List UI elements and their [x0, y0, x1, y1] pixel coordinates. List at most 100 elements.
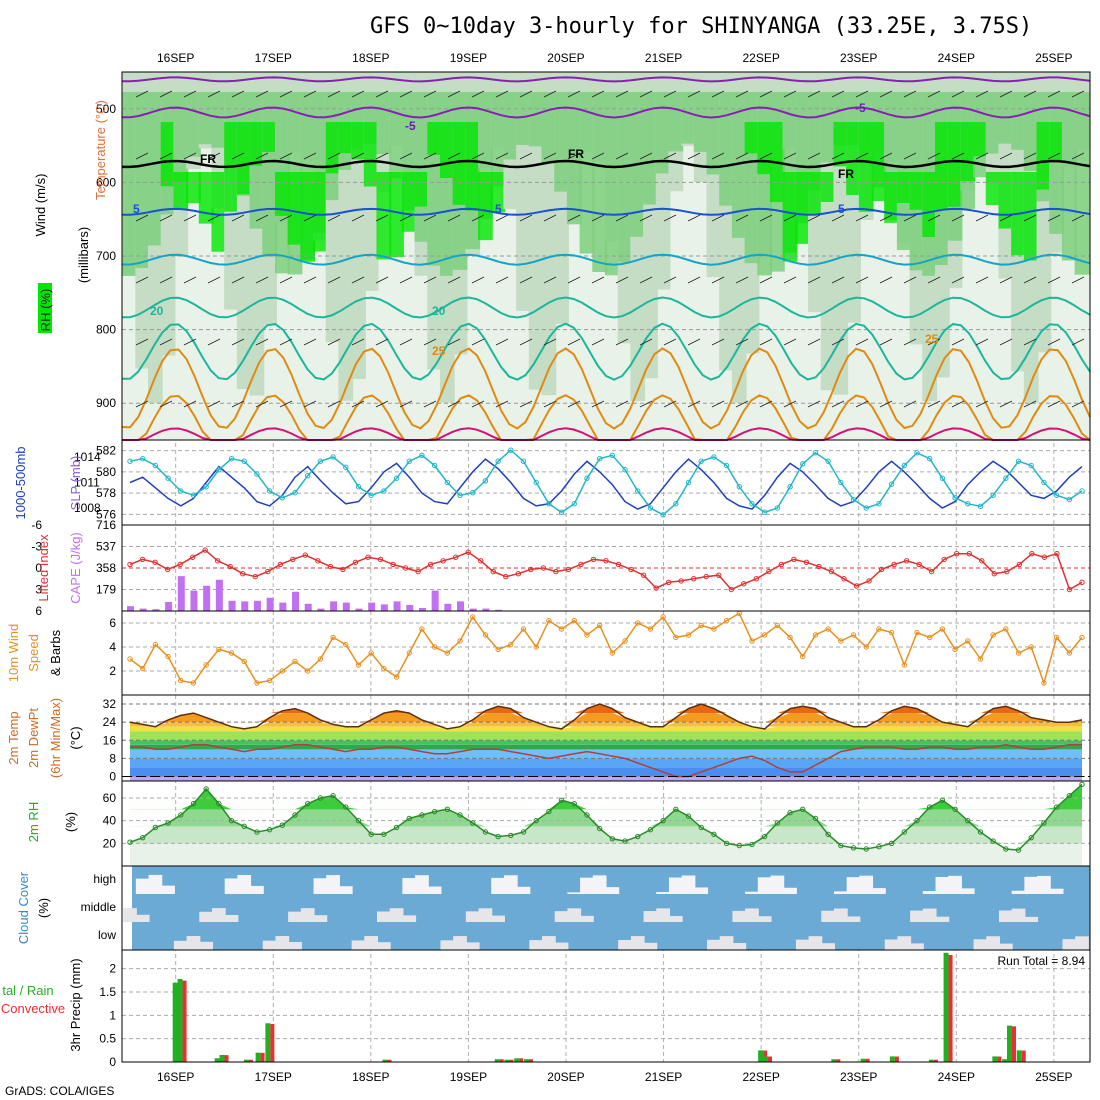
wind-barb [639, 400, 653, 408]
lifted-index-line-point [603, 558, 609, 564]
wind-barb [543, 276, 557, 284]
slp-line-point [241, 458, 247, 464]
cloud-cell [732, 942, 747, 950]
wind-barb [471, 400, 485, 408]
slp-line-point [1041, 479, 1047, 486]
rh-line-point [863, 846, 869, 852]
wind-speed-line-point [305, 668, 311, 674]
wind-barb [1047, 400, 1061, 408]
cloud-cell [211, 908, 226, 922]
wind-speed-line-point [406, 650, 412, 656]
date-label-top: 21SEP [645, 51, 682, 65]
slp-line-point [431, 462, 438, 469]
lifted-index-line-point [628, 566, 634, 573]
rh-line-point [888, 840, 895, 847]
precip-convective-bar [865, 1058, 870, 1062]
cape-label: CAPE (J/kg) [68, 532, 83, 604]
lifted-index-line-point [853, 583, 860, 589]
cloud-cell [757, 877, 772, 894]
rh-line-point [470, 820, 476, 826]
wind-speed-line-point [254, 680, 260, 686]
cloud-cell [707, 939, 721, 950]
cloud-cell [376, 911, 391, 922]
wind-barb [255, 276, 269, 284]
slp-line-point [1015, 458, 1022, 464]
cloud-cell [770, 875, 785, 894]
lifted-index-line-point [791, 556, 797, 563]
rh-band-high [947, 122, 963, 207]
cloud-cell [275, 936, 290, 950]
rh-line [129, 783, 1083, 851]
wind-speed-line-point [216, 646, 222, 653]
temperature-contour [122, 296, 1091, 319]
precip-total-bar [992, 1056, 998, 1062]
wind-barb [447, 152, 461, 160]
wind-speed-line-point [1041, 680, 1047, 686]
lifted-index-line-point [615, 561, 622, 568]
lifted-index-line-point [690, 576, 697, 582]
precip-total-bar [243, 1059, 249, 1062]
wind-barb [639, 338, 653, 346]
rh-unit: (%) [63, 812, 78, 832]
contour-label: 5 [495, 202, 502, 216]
wind-barb [927, 214, 941, 222]
cloud-cell [326, 875, 340, 894]
wind-speed-line-point [939, 626, 946, 632]
lifted-index-line-point [127, 561, 133, 568]
wind-speed-line-point [926, 634, 933, 641]
wind-barb [615, 400, 629, 408]
rh-line-point [952, 806, 958, 813]
wind-barb [159, 400, 173, 408]
upper-air-group [121, 71, 1091, 441]
lifted-index-line-point [427, 561, 434, 568]
lifted-index-line-point [1004, 568, 1010, 575]
contour-label: 20 [150, 304, 164, 318]
wind-barb [783, 276, 797, 284]
rh-line-point [723, 840, 730, 847]
wind-barb [495, 90, 509, 98]
slp-line-point [381, 488, 387, 494]
rh-line-point [228, 817, 235, 824]
wind-barb [1071, 214, 1085, 222]
rh-band-mid [820, 92, 836, 163]
wind-speed-line-point [838, 638, 844, 644]
wind-barb [1047, 214, 1061, 222]
wind-barb [543, 338, 557, 346]
cloud-cell [313, 878, 328, 894]
wind-speed-line-point [685, 632, 692, 638]
wind-barb [207, 90, 221, 98]
wind-label-3: & Barbs [48, 629, 63, 676]
wind-speed-line-point [508, 641, 514, 648]
cloud-cell [643, 911, 658, 922]
wind-barb [663, 90, 677, 98]
wind-barb [951, 276, 965, 284]
rh-line-point [139, 834, 146, 841]
lifted-tick: 0 [35, 561, 42, 575]
wind-barb [399, 214, 413, 222]
cloud-cell [998, 910, 1013, 922]
wind-barb [207, 214, 221, 222]
rh-band-high [820, 172, 836, 203]
wind-barb [351, 276, 365, 284]
temp-color-band [130, 740, 1082, 745]
cape-bar [127, 606, 134, 611]
wind-barb [783, 214, 797, 222]
precip-convective-bar [260, 1052, 265, 1062]
rh-band-high [363, 122, 379, 187]
temp-color-band [130, 731, 1082, 741]
wind-speed-line-point [444, 650, 451, 656]
temp-label-3: (6hr Min/Max) [48, 698, 63, 778]
pressure-tick-label: 600 [96, 175, 116, 189]
slp-line-point [508, 447, 514, 453]
cape-bar [177, 576, 185, 611]
wind-speed-line-point [241, 658, 247, 665]
cloud-cell [910, 910, 924, 922]
slp-line-point [622, 467, 628, 473]
wind-barb [327, 338, 341, 346]
rh-line-point [965, 817, 971, 824]
wind-barb [351, 400, 365, 408]
wind-barb [855, 400, 869, 408]
slp-line-point [723, 462, 730, 469]
wind-barb [759, 338, 773, 346]
